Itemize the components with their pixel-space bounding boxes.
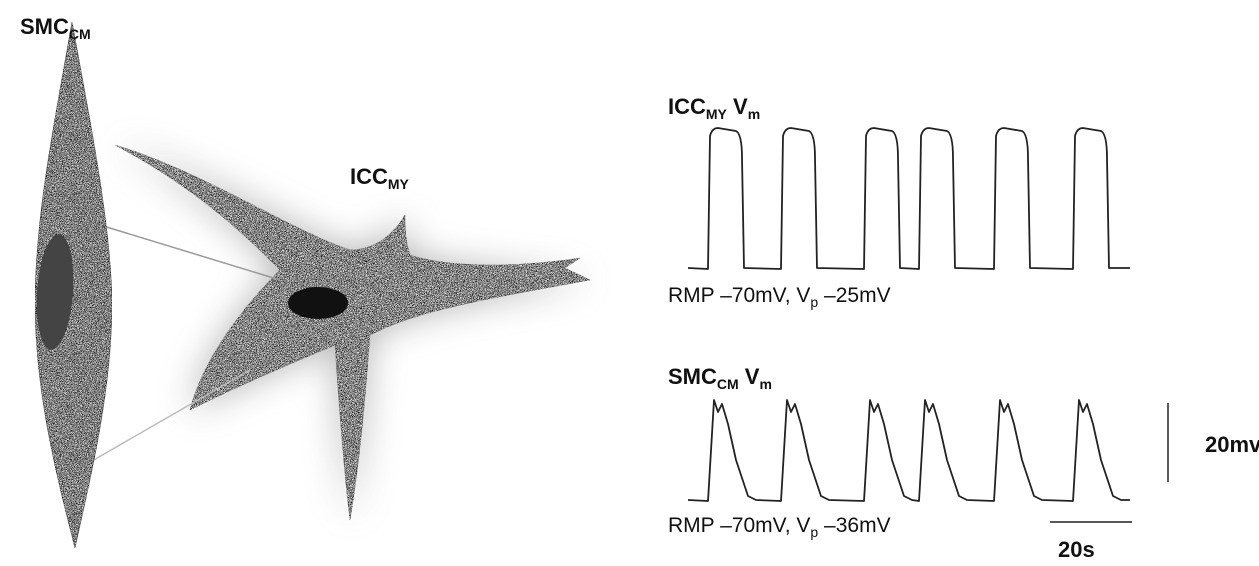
icc-trace: [687, 127, 1130, 270]
cell-label: SMCCM: [20, 14, 91, 42]
trace-caption: RMP –70mV, Vp –25mV: [668, 284, 891, 310]
trace-title: SMCCM Vm: [668, 364, 772, 392]
voltage-scale-label: 20mv: [1205, 432, 1259, 457]
trace-caption: RMP –70mV, Vp –36mV: [668, 514, 891, 540]
smc-trace: [687, 399, 1130, 502]
icc-cell: [114, 144, 591, 521]
process: [84, 369, 251, 466]
time-scale-label: 20s: [1058, 537, 1095, 562]
process: [99, 224, 281, 281]
trace-title: ICCMY Vm: [668, 94, 760, 122]
cell-label: ICCMY: [350, 164, 410, 192]
smc-cell: [34, 21, 113, 549]
smc-nucleus: [36, 234, 74, 350]
icc-nucleus: [288, 287, 348, 319]
